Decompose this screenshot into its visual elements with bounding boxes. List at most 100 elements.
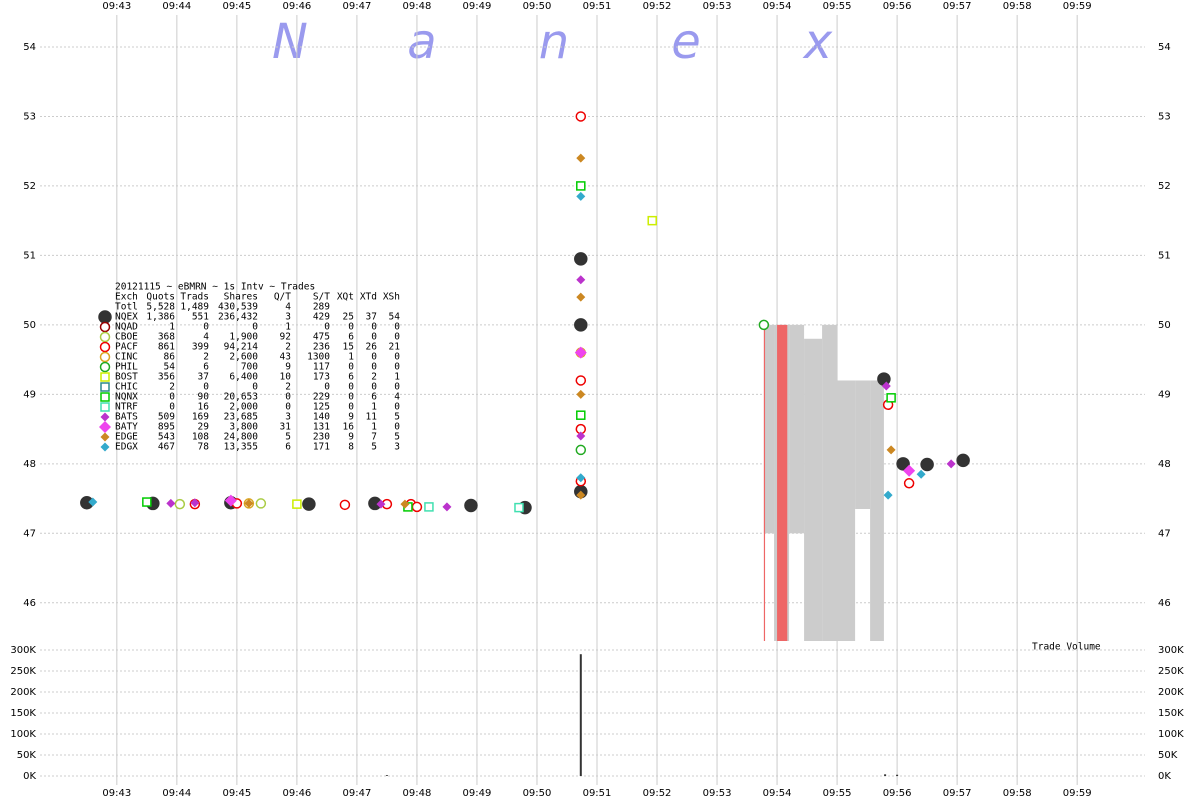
table-cell: 15 bbox=[343, 342, 354, 353]
y-tick-label: 250K bbox=[10, 666, 36, 677]
x-tick-label: 09:58 bbox=[1003, 788, 1032, 799]
table-header: Q/T bbox=[274, 292, 291, 303]
y-tick-label: 100K bbox=[10, 729, 36, 740]
table-cell: 2 bbox=[371, 372, 377, 383]
y-tick-label: 46 bbox=[1158, 598, 1171, 609]
table-header: Quots bbox=[146, 292, 175, 303]
table-cell: 31 bbox=[280, 422, 292, 433]
trade-marker bbox=[575, 375, 587, 386]
table-cell: 108 bbox=[192, 432, 209, 443]
quote-band bbox=[822, 324, 838, 641]
trade-marker bbox=[575, 111, 587, 122]
table-cell: 0 bbox=[394, 422, 400, 433]
volume-label: Trade Volume bbox=[1032, 642, 1101, 653]
table-cell: 0 bbox=[394, 322, 400, 333]
table-header: XQt bbox=[337, 292, 354, 303]
table-cell: 700 bbox=[241, 362, 258, 373]
x-tick-label: 09:50 bbox=[523, 1, 552, 12]
legend-marker bbox=[100, 382, 110, 392]
table-cell: 543 bbox=[158, 432, 175, 443]
trade-marker bbox=[576, 410, 586, 420]
x-tick-label: 09:59 bbox=[1063, 788, 1092, 799]
y-tick-label: 49 bbox=[23, 389, 36, 400]
table-header: Exch bbox=[115, 292, 138, 303]
legend-entry: CHIC bbox=[115, 382, 138, 393]
table-cell: 4 bbox=[394, 392, 400, 403]
y-tick-label: 200K bbox=[10, 687, 36, 698]
x-tick-label: 09:47 bbox=[343, 788, 372, 799]
x-tick-label: 09:52 bbox=[643, 1, 672, 12]
y-tick-label: 51 bbox=[1158, 250, 1171, 261]
x-tick-label: 09:48 bbox=[403, 788, 432, 799]
table-cell: 0 bbox=[252, 322, 258, 333]
quote-band bbox=[870, 380, 884, 641]
table-cell: 6 bbox=[285, 442, 291, 453]
table-cell: 0 bbox=[348, 382, 354, 393]
table-cell: 0 bbox=[324, 322, 330, 333]
x-tick-label: 09:43 bbox=[102, 788, 131, 799]
legend-entry: EDGE bbox=[115, 432, 138, 443]
table-cell: 0 bbox=[371, 362, 377, 373]
x-tick-label: 09:49 bbox=[463, 1, 492, 12]
trade-marker bbox=[881, 381, 891, 391]
x-tick-label: 09:54 bbox=[763, 788, 792, 799]
trade-marker bbox=[576, 292, 586, 302]
table-cell: 2,000 bbox=[229, 402, 258, 413]
x-tick-label: 09:54 bbox=[763, 1, 792, 12]
table-cell: 475 bbox=[313, 332, 330, 343]
table-cell: 1,900 bbox=[229, 332, 258, 343]
trade-marker bbox=[758, 319, 770, 331]
y-tick-label: 100K bbox=[1158, 729, 1184, 740]
table-cell: 3 bbox=[285, 412, 291, 423]
table-header: XTd bbox=[360, 292, 377, 303]
legend-entry: NTRF bbox=[115, 402, 138, 413]
trade-marker bbox=[142, 497, 152, 507]
quote-band bbox=[804, 338, 823, 641]
y-tick-label: 53 bbox=[23, 111, 36, 122]
table-cell: 1,489 bbox=[180, 302, 209, 313]
table-cell: 0 bbox=[371, 322, 377, 333]
quote-band bbox=[777, 324, 788, 641]
y-tick-label: 53 bbox=[1158, 111, 1171, 122]
x-tick-label: 09:56 bbox=[883, 788, 912, 799]
x-tick-label: 09:48 bbox=[403, 1, 432, 12]
y-tick-label: 52 bbox=[23, 181, 36, 192]
table-cell: 125 bbox=[313, 402, 330, 413]
y-tick-label: 49 bbox=[1158, 389, 1171, 400]
quote-band bbox=[837, 380, 856, 641]
volume-bar bbox=[579, 654, 582, 776]
table-cell: 6 bbox=[348, 372, 354, 383]
trade-marker bbox=[877, 372, 891, 386]
table-cell: 20,653 bbox=[224, 392, 258, 403]
table-cell: 551 bbox=[192, 312, 209, 323]
table-cell: 399 bbox=[192, 342, 209, 353]
table-cell: 430,539 bbox=[218, 302, 258, 313]
x-tick-label: 09:59 bbox=[1063, 1, 1092, 12]
legend-entry: BATY bbox=[115, 422, 138, 433]
table-cell: 861 bbox=[158, 342, 175, 353]
y-tick-label: 50 bbox=[1158, 320, 1171, 331]
trade-marker bbox=[575, 444, 587, 456]
trade-marker bbox=[576, 389, 586, 399]
table-cell: 0 bbox=[285, 392, 291, 403]
y-tick-label: 300K bbox=[10, 645, 36, 656]
trade-marker bbox=[883, 490, 893, 500]
table-cell: 0 bbox=[169, 392, 175, 403]
trade-marker bbox=[339, 499, 351, 511]
watermark-letter: x bbox=[802, 14, 833, 70]
table-cell: 5,528 bbox=[146, 302, 175, 313]
trade-marker bbox=[920, 457, 934, 472]
trade-marker bbox=[464, 498, 478, 513]
trade-marker bbox=[424, 502, 434, 512]
table-cell: 169 bbox=[192, 412, 209, 423]
legend-marker bbox=[100, 442, 110, 452]
x-tick-label: 09:46 bbox=[282, 788, 311, 799]
table-cell: 229 bbox=[313, 392, 330, 403]
table-cell: 9 bbox=[348, 412, 354, 423]
table-cell: 131 bbox=[313, 422, 330, 433]
quote-band bbox=[763, 324, 775, 534]
table-cell: 2 bbox=[285, 342, 291, 353]
x-tick-label: 09:47 bbox=[343, 1, 372, 12]
y-tick-label: 54 bbox=[1158, 42, 1171, 53]
x-tick-label: 09:55 bbox=[823, 1, 852, 12]
